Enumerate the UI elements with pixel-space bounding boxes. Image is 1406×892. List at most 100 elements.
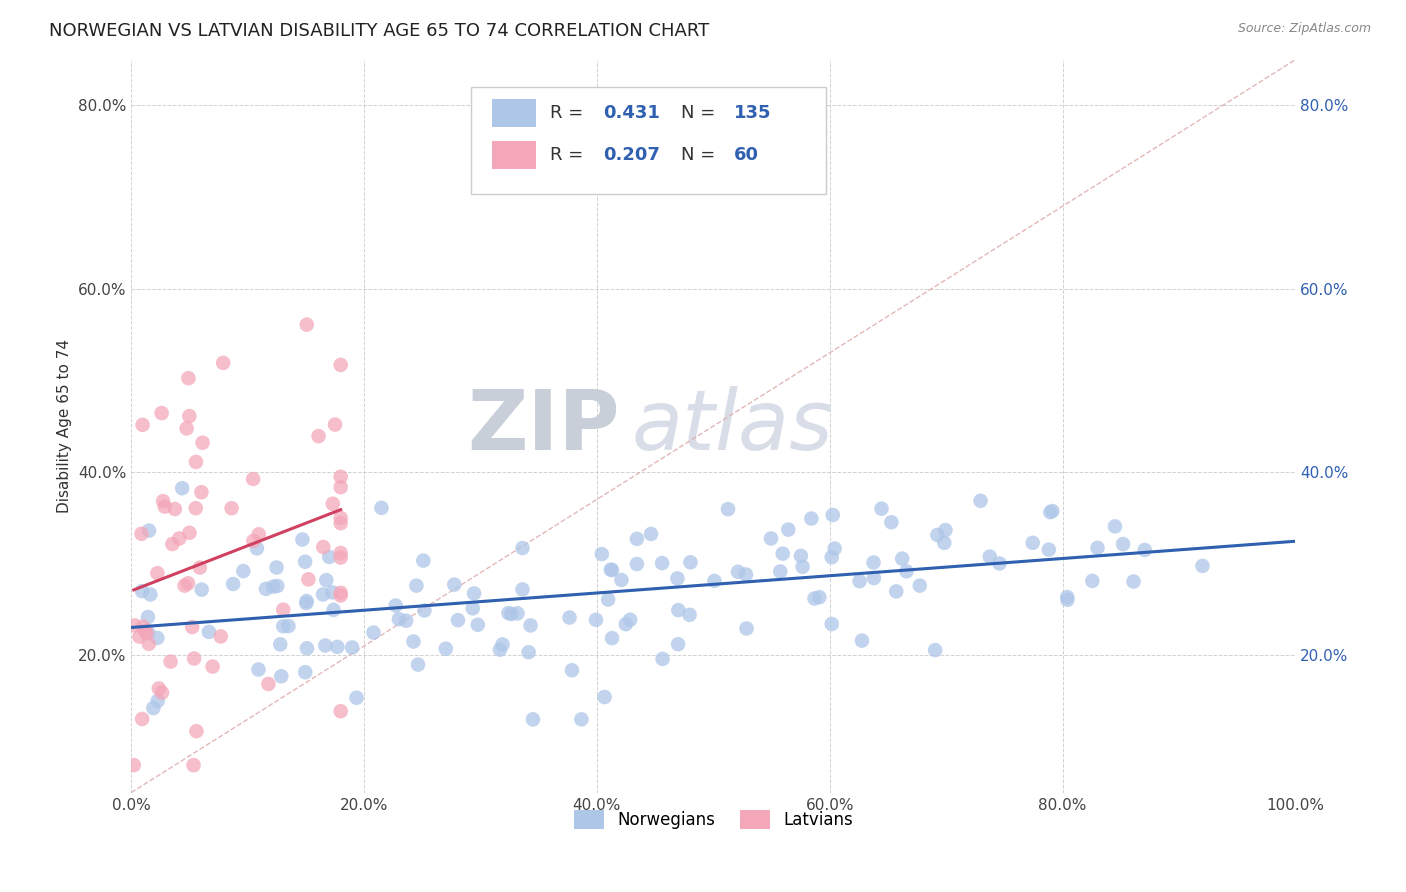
- Point: [346, 690, 368, 705]
- Point: [501, 607, 523, 621]
- Point: [651, 652, 673, 666]
- Point: [329, 704, 352, 718]
- Point: [131, 584, 153, 599]
- Point: [294, 555, 316, 569]
- Point: [136, 625, 159, 640]
- Point: [517, 645, 540, 659]
- Point: [402, 634, 425, 648]
- Point: [640, 527, 662, 541]
- Point: [329, 516, 352, 531]
- Point: [571, 712, 593, 726]
- Point: [247, 527, 270, 541]
- Point: [880, 515, 903, 529]
- Point: [666, 603, 689, 617]
- Point: [270, 669, 292, 683]
- Point: [138, 637, 160, 651]
- Point: [1022, 536, 1045, 550]
- Point: [388, 612, 411, 626]
- Point: [558, 610, 581, 624]
- Point: [314, 639, 336, 653]
- Point: [212, 356, 235, 370]
- Point: [184, 501, 207, 516]
- Point: [295, 318, 318, 332]
- Point: [489, 642, 512, 657]
- Point: [152, 494, 174, 508]
- Point: [246, 541, 269, 556]
- Point: [772, 547, 794, 561]
- Point: [295, 596, 318, 610]
- Point: [863, 571, 886, 585]
- Point: [927, 528, 949, 542]
- Point: [778, 523, 800, 537]
- Point: [131, 712, 153, 726]
- Point: [134, 624, 156, 639]
- Point: [934, 536, 956, 550]
- Point: [323, 417, 346, 432]
- Point: [1081, 574, 1104, 588]
- Text: N =: N =: [681, 146, 721, 164]
- Point: [870, 501, 893, 516]
- Point: [988, 557, 1011, 571]
- Point: [173, 578, 195, 592]
- Point: [1056, 590, 1078, 604]
- Point: [824, 541, 846, 556]
- Point: [443, 577, 465, 591]
- Point: [146, 694, 169, 708]
- Point: [329, 589, 352, 603]
- Point: [512, 541, 534, 555]
- Y-axis label: Disability Age 65 to 74: Disability Age 65 to 74: [58, 339, 72, 513]
- Point: [821, 617, 844, 632]
- Point: [162, 537, 184, 551]
- Point: [821, 550, 844, 565]
- Point: [271, 603, 294, 617]
- Point: [519, 618, 541, 632]
- Point: [862, 556, 884, 570]
- Point: [190, 582, 212, 597]
- FancyBboxPatch shape: [471, 87, 827, 194]
- Point: [201, 659, 224, 673]
- Point: [179, 409, 201, 423]
- Point: [666, 637, 689, 651]
- Point: [979, 549, 1001, 564]
- Point: [384, 599, 406, 613]
- Point: [277, 619, 299, 633]
- Point: [851, 633, 873, 648]
- Point: [329, 480, 352, 494]
- Point: [1122, 574, 1144, 589]
- Point: [291, 533, 314, 547]
- Bar: [492, 141, 536, 169]
- Point: [163, 502, 186, 516]
- Point: [190, 485, 212, 500]
- Point: [1040, 504, 1063, 518]
- Point: [934, 523, 956, 537]
- Point: [232, 564, 254, 578]
- Point: [131, 526, 153, 541]
- Point: [172, 481, 194, 495]
- Point: [924, 643, 946, 657]
- Point: [257, 677, 280, 691]
- Point: [405, 579, 427, 593]
- Point: [177, 576, 200, 591]
- Text: atlas: atlas: [631, 385, 834, 467]
- Point: [434, 641, 457, 656]
- Point: [179, 525, 201, 540]
- Point: [412, 553, 434, 567]
- Point: [297, 572, 319, 586]
- Point: [135, 626, 157, 640]
- Point: [703, 574, 725, 588]
- Point: [329, 550, 352, 565]
- Point: [312, 540, 335, 554]
- Point: [295, 641, 318, 656]
- Point: [1087, 541, 1109, 555]
- Point: [848, 574, 870, 589]
- Point: [498, 606, 520, 620]
- Point: [128, 630, 150, 644]
- Point: [221, 501, 243, 516]
- Point: [294, 665, 316, 680]
- Point: [790, 549, 813, 563]
- Text: Source: ZipAtlas.com: Source: ZipAtlas.com: [1237, 22, 1371, 36]
- Text: 0.431: 0.431: [603, 104, 659, 122]
- Point: [136, 610, 159, 624]
- Point: [242, 533, 264, 548]
- Point: [159, 655, 181, 669]
